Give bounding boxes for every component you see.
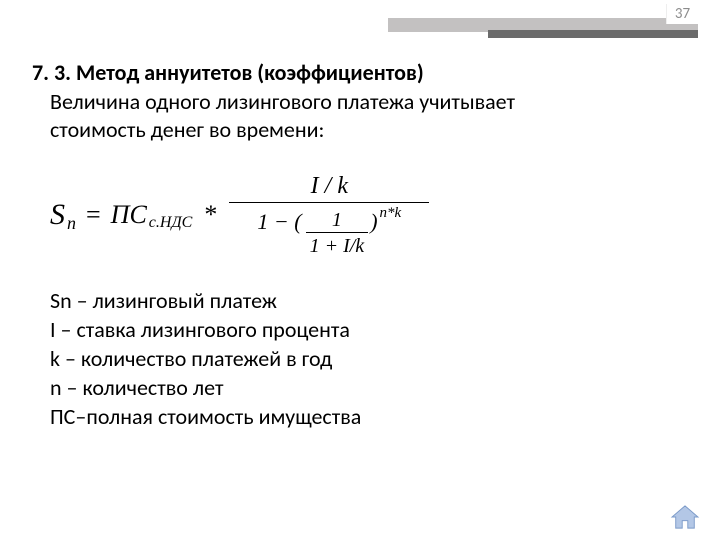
formula-pc-sub: с.НДС [149, 214, 193, 232]
formula-multiply: * [204, 200, 217, 230]
slide-number: 37 [666, 4, 698, 24]
definitions-block: Sn – лизинговый платеж I – ставка лизинг… [32, 286, 688, 431]
annuity-formula: S n = ПС с.НДС * I / k 1 − ( 1 1 + I/k )… [50, 173, 688, 258]
formula-inner-den: 1 + I/k [306, 232, 369, 258]
formula-den-prefix: 1 − ( [257, 209, 301, 235]
formula-denominator: 1 − ( 1 1 + I/k ) n*k [229, 202, 429, 258]
formula-inner-num: 1 [326, 209, 348, 232]
slide-content: 7. 3. Метод аннуитетов (коэффициентов) В… [32, 58, 688, 431]
formula-inner-fraction: 1 1 + I/k [306, 209, 369, 258]
formula-pc: ПС [111, 200, 147, 230]
formula-numerator: I / k [229, 173, 429, 202]
formula-main-fraction: I / k 1 − ( 1 1 + I/k ) n*k [229, 173, 429, 258]
section-title: 7. 3. Метод аннуитетов (коэффициентов) [32, 58, 688, 88]
formula-exponent: n*k [380, 205, 402, 222]
formula-block: S n = ПС с.НДС * I / k 1 − ( 1 1 + I/k )… [32, 173, 688, 258]
definition-pc: ПС–полная стоимость имущества [50, 402, 688, 431]
formula-lhs-sub: n [67, 213, 76, 234]
header-bar-dark [488, 30, 698, 38]
home-icon[interactable] [670, 504, 700, 530]
definition-k: k – количество платежей в год [50, 344, 688, 373]
description-line-2: стоимость денег во времени: [32, 116, 688, 145]
formula-lhs-var: S [50, 198, 65, 232]
definition-sn: Sn – лизинговый платеж [50, 286, 688, 315]
description-line-1: Величина одного лизингового платежа учит… [32, 88, 688, 117]
definition-n: n – количество лет [50, 373, 688, 402]
formula-den-suffix: ) [370, 209, 377, 235]
definition-i: I – ставка лизингового процента [50, 315, 688, 344]
formula-equals: = [86, 200, 101, 230]
